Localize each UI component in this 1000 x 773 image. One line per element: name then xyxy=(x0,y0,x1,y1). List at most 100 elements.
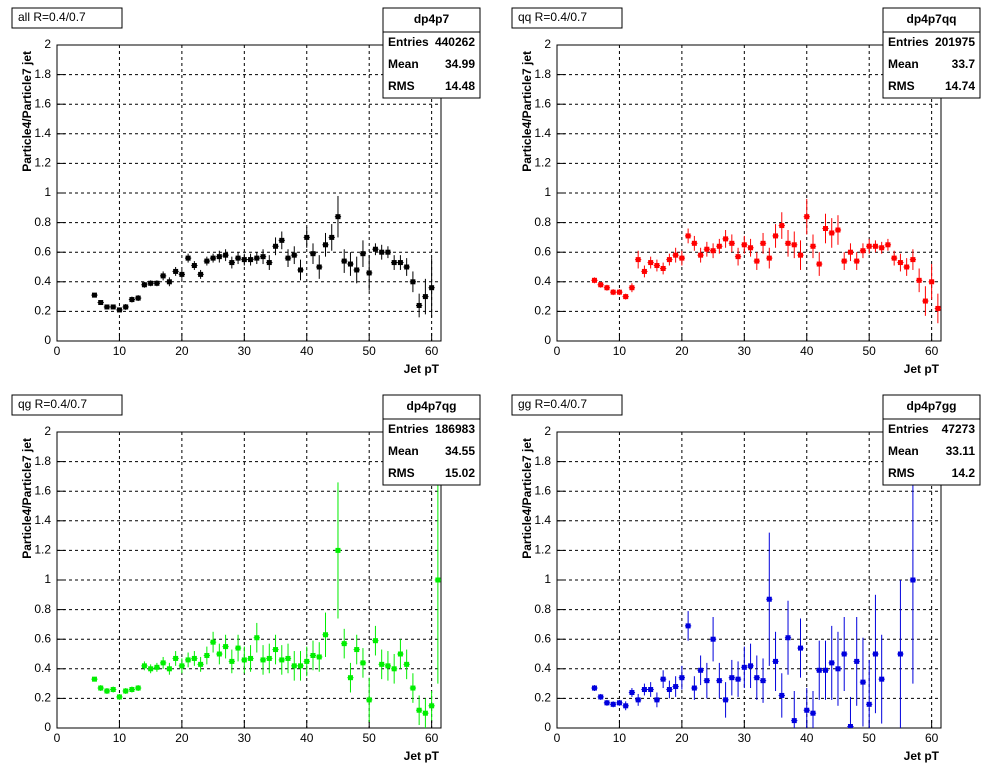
y-axis-label: Particle4/Particle7 jet xyxy=(520,51,534,172)
marker xyxy=(691,240,697,246)
stats-value: 47273 xyxy=(942,422,976,436)
y-tick-label: 0.8 xyxy=(534,602,551,616)
marker xyxy=(704,678,710,684)
marker xyxy=(854,258,860,264)
y-tick-label: 0.6 xyxy=(534,631,551,645)
marker xyxy=(716,243,722,249)
panel: 00.20.40.60.811.21.41.61.820 10 20 30 40 50 60… xyxy=(511,7,981,376)
marker xyxy=(773,658,779,664)
marker xyxy=(748,245,754,251)
marker xyxy=(354,267,360,273)
y-tick-label: 0.6 xyxy=(34,631,51,645)
marker xyxy=(104,688,110,694)
x-tick-label: 20 xyxy=(675,344,689,358)
marker xyxy=(673,684,679,690)
marker xyxy=(616,700,622,706)
x-axis-label: Jet pT xyxy=(404,749,440,763)
x-axis-label: Jet pT xyxy=(904,749,940,763)
marker xyxy=(397,651,403,657)
marker xyxy=(854,658,860,664)
stats-value: 201975 xyxy=(935,35,975,49)
x-tick-label: 30 xyxy=(738,731,752,745)
stats-name: dp4p7 xyxy=(414,12,450,26)
x-tick-label: 0 xyxy=(554,344,561,358)
marker xyxy=(829,660,835,666)
marker xyxy=(710,636,716,642)
marker xyxy=(929,279,935,285)
chart-title: gg R=0.4/0.7 xyxy=(518,397,587,411)
stats-box xyxy=(882,7,981,99)
marker xyxy=(935,305,941,311)
y-tick-label: 1.6 xyxy=(34,483,51,497)
marker xyxy=(629,285,635,291)
marker xyxy=(866,243,872,249)
marker xyxy=(604,700,610,706)
marker xyxy=(347,675,353,681)
marker xyxy=(872,651,878,657)
marker xyxy=(822,226,828,232)
y-tick-label: 1.4 xyxy=(534,126,551,140)
panel: 00.20.40.60.811.21.41.61.820 10 20 30 40 50 60… xyxy=(511,394,981,763)
y-tick-label: 0.2 xyxy=(534,691,551,705)
marker xyxy=(116,307,122,313)
y-tick-label: 1.8 xyxy=(34,67,51,81)
stats-label: RMS xyxy=(388,79,415,93)
stats-label: Entries xyxy=(388,35,429,49)
marker xyxy=(816,667,822,673)
marker xyxy=(135,295,141,301)
x-tick-label: 60 xyxy=(425,731,439,745)
marker xyxy=(273,647,279,653)
marker xyxy=(416,302,422,308)
marker xyxy=(910,577,916,583)
marker xyxy=(410,685,416,691)
marker xyxy=(635,257,641,263)
marker xyxy=(98,685,104,691)
marker xyxy=(816,261,822,267)
marker xyxy=(698,667,704,673)
marker xyxy=(904,264,910,270)
stats-value: 33.11 xyxy=(946,444,976,458)
marker xyxy=(416,707,422,713)
marker xyxy=(810,243,816,249)
marker xyxy=(766,255,772,261)
marker xyxy=(754,258,760,264)
stats-label: Entries xyxy=(888,35,929,49)
x-tick-label: 30 xyxy=(738,344,752,358)
y-tick-label: 2 xyxy=(544,37,551,51)
marker xyxy=(791,718,797,724)
marker xyxy=(341,641,347,647)
y-tick-label: 0 xyxy=(544,333,551,347)
marker xyxy=(391,260,397,266)
marker xyxy=(404,661,410,667)
marker xyxy=(248,257,254,263)
marker xyxy=(316,654,322,660)
y-tick-label: 1.6 xyxy=(34,96,51,110)
marker xyxy=(591,685,597,691)
y-tick-label: 0.8 xyxy=(34,602,51,616)
y-tick-label: 1.2 xyxy=(534,543,551,557)
marker xyxy=(654,263,660,269)
marker xyxy=(847,249,853,255)
marker xyxy=(729,240,735,246)
stats-label: RMS xyxy=(888,466,915,480)
x-tick-label: 60 xyxy=(425,344,439,358)
marker xyxy=(598,282,604,288)
y-tick-label: 1.4 xyxy=(34,513,51,527)
y-axis-label: Particle4/Particle7 jet xyxy=(20,438,34,559)
stats-name: dp4p7gg xyxy=(907,399,957,413)
chart-title: all R=0.4/0.7 xyxy=(18,10,86,24)
marker xyxy=(241,257,247,263)
y-tick-label: 1.4 xyxy=(534,513,551,527)
marker xyxy=(735,254,741,260)
marker xyxy=(179,663,185,669)
marker xyxy=(285,655,291,661)
marker xyxy=(610,701,616,707)
marker xyxy=(798,645,804,651)
marker xyxy=(304,234,310,240)
marker xyxy=(285,255,291,261)
stats-label: Mean xyxy=(388,444,419,458)
y-tick-label: 1.2 xyxy=(34,156,51,170)
marker xyxy=(372,638,378,644)
points xyxy=(591,198,941,324)
